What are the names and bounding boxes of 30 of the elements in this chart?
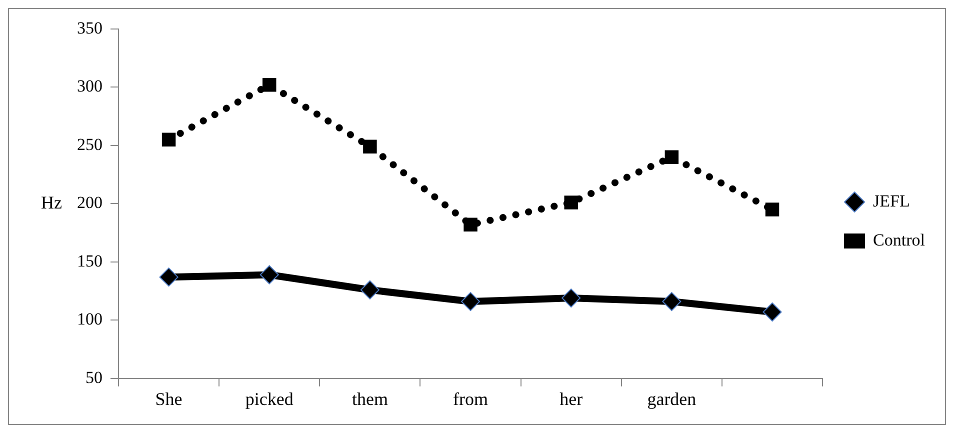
y-tick-label: 200 bbox=[77, 193, 102, 212]
point bbox=[762, 302, 782, 322]
point bbox=[262, 78, 276, 92]
point bbox=[360, 280, 380, 300]
x-tick-label: from bbox=[453, 388, 488, 409]
point bbox=[159, 268, 178, 287]
legend-label: JEFL bbox=[873, 191, 910, 210]
y-tick-label: 250 bbox=[77, 134, 102, 154]
point bbox=[564, 196, 578, 210]
point bbox=[562, 288, 581, 308]
x-tick-label: garden bbox=[647, 388, 696, 409]
x-tick-label: She bbox=[155, 388, 182, 409]
y-tick-label: 100 bbox=[77, 310, 102, 329]
x-tick-label: her bbox=[560, 388, 583, 409]
point bbox=[461, 292, 480, 312]
y-axis-title: Hz bbox=[41, 192, 62, 212]
point bbox=[662, 292, 682, 312]
point bbox=[765, 202, 780, 216]
point bbox=[363, 140, 377, 154]
point bbox=[464, 218, 478, 232]
x-tick-label: picked bbox=[245, 388, 294, 409]
y-tick-label: 50 bbox=[86, 368, 102, 387]
y-tick-label: 150 bbox=[77, 251, 102, 270]
y-tick-label: 350 bbox=[77, 18, 102, 38]
legend-label: Control bbox=[873, 230, 926, 250]
x-tick-label: them bbox=[352, 388, 388, 409]
point bbox=[260, 265, 279, 284]
point bbox=[664, 150, 679, 164]
point bbox=[162, 132, 176, 147]
y-tick-label: 300 bbox=[77, 76, 102, 96]
